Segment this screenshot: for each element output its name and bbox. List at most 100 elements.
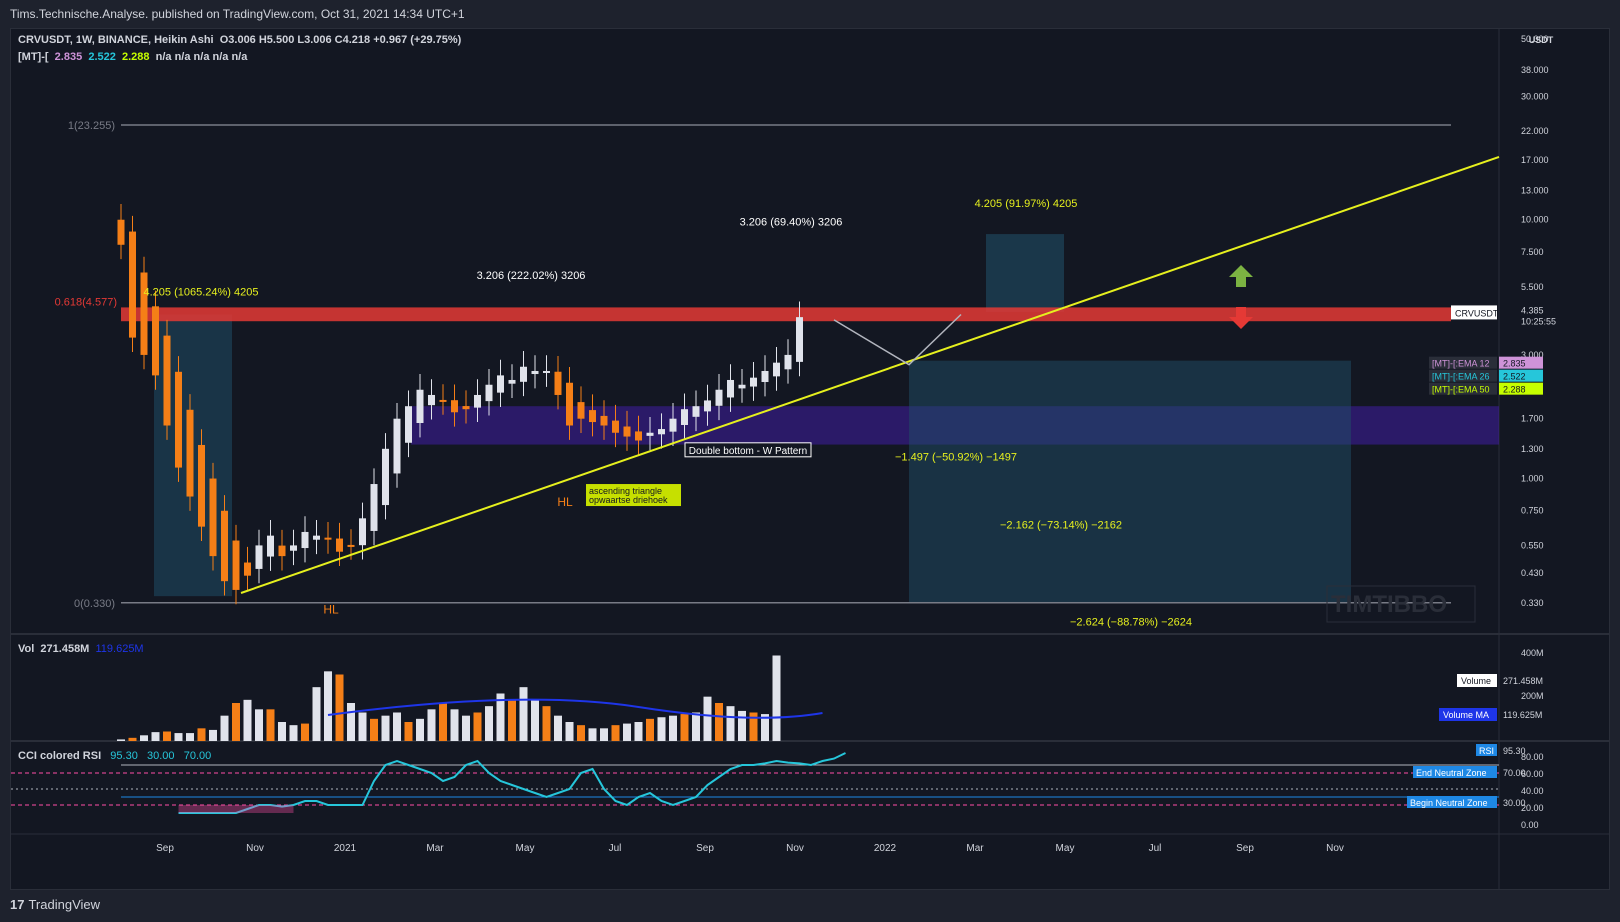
price-tick: 0.550 bbox=[1521, 540, 1544, 550]
volume-tag: Volume bbox=[1461, 676, 1491, 686]
volume-bar bbox=[554, 715, 562, 741]
publisher-text: Tims.Technische.Analyse. published on Tr… bbox=[10, 7, 465, 21]
measure-label: 3.206 (69.40%) 3206 bbox=[740, 216, 843, 228]
footer-bar: 17 TradingView bbox=[0, 890, 1620, 922]
volume-bar bbox=[669, 715, 677, 741]
time-tick: Mar bbox=[966, 843, 984, 854]
candle bbox=[600, 415, 608, 426]
pattern-label: Double bottom - W Pattern bbox=[689, 446, 807, 457]
candle bbox=[692, 406, 700, 417]
candle bbox=[278, 545, 286, 557]
volume-bar bbox=[232, 703, 240, 741]
price-tick: 38.000 bbox=[1521, 65, 1549, 75]
triangle-label-box bbox=[586, 484, 681, 507]
volume-bar bbox=[243, 699, 252, 741]
volume-bar bbox=[542, 706, 551, 741]
resistance-band bbox=[121, 307, 1451, 322]
begin-zone-value: 30.00 bbox=[1503, 798, 1526, 808]
volume-bar bbox=[531, 699, 539, 741]
volume-ma-line bbox=[327, 698, 823, 719]
price-tick: 22.000 bbox=[1521, 126, 1549, 136]
triangle-label: opwaartse driehoek bbox=[589, 495, 668, 505]
volume-ma-tag: Volume MA bbox=[1443, 710, 1489, 720]
candle bbox=[738, 384, 746, 389]
price-tick: 3.000 bbox=[1521, 350, 1544, 360]
candle bbox=[244, 562, 251, 576]
volume-bar bbox=[439, 703, 447, 741]
watermark: TIMTIBBO bbox=[1331, 591, 1447, 618]
ema-value: 2.835 bbox=[1503, 359, 1526, 369]
candle bbox=[658, 429, 665, 435]
candle bbox=[370, 484, 378, 531]
ema-tag: [MT]-[:EMA 12 bbox=[1432, 359, 1490, 369]
candle bbox=[577, 402, 585, 419]
up-arrow-icon bbox=[1229, 265, 1253, 287]
tradingview-logo[interactable]: 17 TradingView bbox=[10, 897, 101, 912]
time-tick: Nov bbox=[246, 843, 264, 854]
volume-bar bbox=[611, 725, 620, 741]
price-tick: 1.000 bbox=[1521, 473, 1544, 483]
volume-bar bbox=[726, 706, 735, 741]
rsi-tick: 20.00 bbox=[1521, 803, 1544, 813]
volume-legend: Vol 271.458M 119.625M bbox=[18, 643, 144, 655]
price-tick: 0.330 bbox=[1521, 598, 1544, 608]
chart-canvas[interactable]: 1(23.255) 0(0.330) 0.618(4.577) 4.205 (106… bbox=[11, 29, 1609, 889]
volume-bar bbox=[427, 709, 436, 741]
volume-bar bbox=[519, 687, 528, 741]
fib-label: 0(0.330) bbox=[74, 598, 115, 610]
candle bbox=[543, 370, 550, 373]
measure-label: −2.624 (−88.78%) −2624 bbox=[1070, 616, 1192, 628]
chart-frame: 1(23.255) 0(0.330) 0.618(4.577) 4.205 (106… bbox=[10, 28, 1610, 890]
volume-bar bbox=[462, 715, 470, 741]
legend-symbol: CRVUSDT, 1W, BINANCE, Heikin Ashi O3.006… bbox=[18, 34, 462, 46]
time-tick: Sep bbox=[156, 843, 174, 854]
volume-bar bbox=[588, 728, 597, 741]
candle bbox=[232, 540, 240, 590]
volume-bar bbox=[738, 710, 746, 741]
candle bbox=[209, 478, 217, 557]
end-zone-value: 70.00 bbox=[1503, 768, 1526, 778]
candle bbox=[428, 394, 435, 406]
volume-bar bbox=[289, 725, 298, 741]
price-tick: 7.500 bbox=[1521, 247, 1544, 257]
rsi-tick: 60.00 bbox=[1521, 769, 1544, 779]
measure-label: 4.205 (1065.24%) 4205 bbox=[144, 286, 259, 298]
volume-bar bbox=[301, 723, 309, 741]
price-axis-unit: USDT bbox=[1529, 35, 1554, 45]
candle bbox=[301, 531, 309, 549]
volume-bar bbox=[347, 703, 355, 741]
candle bbox=[175, 371, 182, 468]
rsi-legend: CCI colored RSI 95.30 30.00 70.00 bbox=[18, 750, 212, 762]
candle bbox=[635, 431, 642, 441]
volume-bar bbox=[600, 728, 608, 741]
time-tick: Mar bbox=[426, 843, 444, 854]
time-tick: 2022 bbox=[874, 843, 897, 854]
end-zone-tag-box bbox=[1413, 766, 1497, 778]
volume-bar bbox=[680, 714, 689, 741]
price-tick: 5.500 bbox=[1521, 282, 1544, 292]
candle bbox=[554, 371, 562, 395]
candle bbox=[497, 375, 504, 393]
candle bbox=[704, 400, 711, 412]
candle bbox=[359, 518, 366, 546]
candle bbox=[508, 379, 516, 384]
candle bbox=[520, 366, 527, 382]
candle bbox=[198, 444, 205, 527]
time-tick: May bbox=[1056, 843, 1075, 854]
volume-bar bbox=[749, 712, 758, 741]
candle bbox=[451, 400, 458, 413]
volume-bar bbox=[565, 722, 574, 741]
volume-bar bbox=[186, 733, 194, 741]
symbol-tag: CRVUSDT bbox=[1455, 308, 1499, 318]
tradingview-icon: 17 bbox=[10, 897, 25, 912]
candle bbox=[290, 545, 297, 551]
volume-bar bbox=[496, 693, 505, 741]
ema-tag-box bbox=[1429, 369, 1497, 382]
rsi-tick: 80.00 bbox=[1521, 752, 1544, 762]
volume-ma-tag-box bbox=[1439, 708, 1497, 721]
volume-bar bbox=[646, 718, 654, 741]
price-tick: 1.700 bbox=[1521, 414, 1544, 424]
candle bbox=[267, 535, 274, 557]
candle bbox=[186, 409, 194, 497]
volume-bar bbox=[128, 737, 137, 741]
